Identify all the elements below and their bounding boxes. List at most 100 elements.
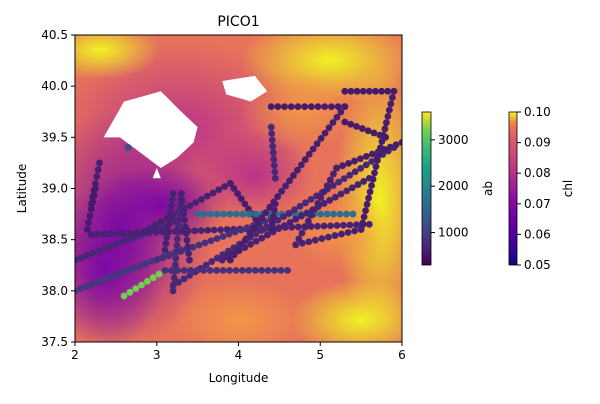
data-point bbox=[233, 210, 240, 218]
data-point bbox=[169, 190, 177, 198]
data-point bbox=[139, 229, 147, 237]
plot-area bbox=[75, 35, 402, 342]
data-point bbox=[167, 266, 175, 274]
data-point bbox=[246, 210, 253, 218]
data-point bbox=[181, 223, 189, 231]
data-point bbox=[325, 233, 332, 241]
data-point bbox=[337, 190, 345, 198]
data-point bbox=[365, 87, 373, 95]
data-point bbox=[274, 193, 282, 201]
y-axis-ticks: 37.5 38.0 38.5 39.0 39.5 40.0 40.5 bbox=[41, 28, 75, 349]
data-point bbox=[264, 266, 272, 274]
data-point bbox=[285, 209, 293, 217]
data-point bbox=[193, 266, 201, 274]
data-point bbox=[239, 210, 247, 218]
data-point bbox=[347, 87, 355, 95]
data-point bbox=[113, 230, 121, 237]
data-point bbox=[280, 213, 287, 221]
y-tick-label: 39.0 bbox=[41, 182, 68, 196]
y-tick-label: 37.5 bbox=[41, 335, 68, 349]
data-point bbox=[252, 230, 260, 238]
data-point bbox=[161, 246, 169, 254]
data-point bbox=[174, 229, 182, 236]
data-point bbox=[271, 266, 279, 274]
data-point bbox=[384, 87, 392, 95]
data-point bbox=[247, 240, 254, 248]
data-point bbox=[320, 200, 328, 207]
data-point bbox=[242, 235, 250, 243]
data-point bbox=[360, 213, 368, 221]
data-point bbox=[83, 226, 91, 233]
data-point bbox=[77, 285, 85, 292]
data-point bbox=[374, 156, 381, 164]
data-point bbox=[384, 113, 392, 120]
data-point bbox=[353, 87, 361, 95]
data-point bbox=[101, 245, 108, 253]
land-polygon bbox=[152, 168, 161, 179]
data-point bbox=[146, 229, 153, 236]
data-point bbox=[257, 227, 265, 234]
data-point bbox=[124, 144, 132, 151]
data-point bbox=[174, 235, 181, 243]
data-point bbox=[348, 184, 356, 192]
data-point bbox=[85, 219, 93, 227]
data-point bbox=[209, 189, 217, 197]
ab-scatter-points bbox=[75, 87, 402, 300]
data-point bbox=[94, 166, 102, 174]
data-point bbox=[339, 162, 346, 170]
data-point bbox=[275, 225, 283, 233]
data-point bbox=[329, 119, 337, 126]
data-point bbox=[219, 251, 227, 259]
data-point bbox=[221, 183, 228, 190]
data-point bbox=[112, 271, 120, 279]
data-point bbox=[100, 230, 108, 238]
data-point bbox=[365, 194, 372, 202]
data-point bbox=[246, 230, 254, 238]
data-point bbox=[142, 260, 150, 267]
data-point bbox=[341, 87, 349, 95]
data-point bbox=[162, 240, 170, 248]
ab-colorbar-label: ab bbox=[481, 181, 495, 196]
data-point bbox=[95, 247, 103, 255]
data-point bbox=[301, 223, 309, 231]
data-point bbox=[200, 210, 208, 218]
data-point bbox=[269, 142, 277, 150]
colorbar-tick-label: 3000 bbox=[438, 133, 469, 147]
x-tick-label: 4 bbox=[235, 348, 243, 362]
data-point bbox=[90, 191, 98, 199]
data-point bbox=[166, 215, 173, 223]
data-point bbox=[89, 280, 97, 288]
data-point bbox=[291, 206, 298, 214]
data-point bbox=[297, 161, 305, 169]
data-point bbox=[351, 157, 358, 165]
data-point bbox=[173, 242, 181, 249]
data-point bbox=[370, 129, 378, 137]
data-point bbox=[258, 214, 266, 222]
data-point bbox=[149, 274, 157, 282]
data-point bbox=[297, 212, 305, 220]
data-point bbox=[386, 143, 394, 151]
data-point bbox=[126, 229, 134, 237]
data-point bbox=[166, 208, 174, 216]
data-point bbox=[89, 249, 97, 257]
data-point bbox=[374, 148, 382, 156]
data-point bbox=[207, 210, 214, 218]
data-point bbox=[372, 163, 380, 171]
data-point bbox=[168, 196, 176, 204]
data-point bbox=[252, 210, 260, 218]
data-point bbox=[161, 266, 169, 274]
data-point bbox=[238, 266, 246, 274]
data-point bbox=[226, 256, 234, 264]
data-point bbox=[287, 103, 295, 111]
land-mask bbox=[103, 75, 268, 179]
data-point bbox=[326, 196, 334, 204]
data-point bbox=[194, 210, 202, 218]
data-point bbox=[226, 179, 234, 187]
data-point bbox=[189, 243, 197, 251]
data-point bbox=[304, 217, 312, 225]
data-point bbox=[376, 131, 384, 139]
data-point bbox=[346, 171, 354, 179]
data-point bbox=[234, 190, 241, 198]
y-tick-label: 39.5 bbox=[41, 130, 68, 144]
